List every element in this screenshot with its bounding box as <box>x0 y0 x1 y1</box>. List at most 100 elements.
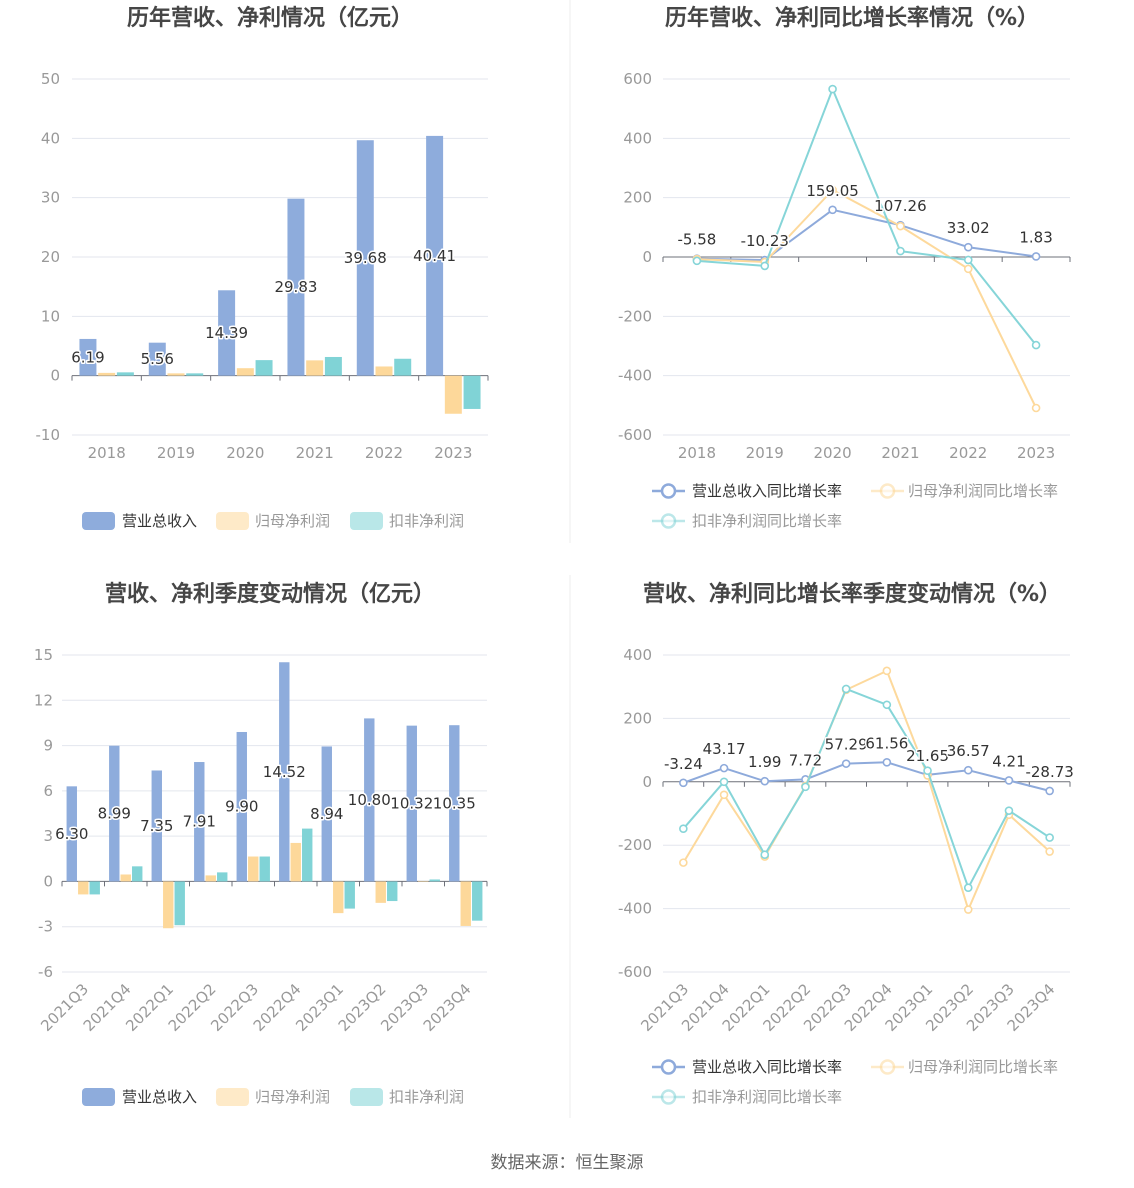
x-tick-label: 2018 <box>88 444 126 462</box>
y-tick-label: 20 <box>41 248 60 266</box>
quarterly-growth-rate-chart: 4002000-200-400-6002021Q32021Q42022Q1202… <box>618 646 1075 1106</box>
net-profit-bar <box>236 368 254 376</box>
y-tick-label: 6 <box>43 782 53 800</box>
deducted-net-profit-growth-point <box>828 84 837 94</box>
net-profit-legend-item[interactable]: 归母净利润 <box>216 512 330 530</box>
x-tick-label: 2022 <box>949 444 987 462</box>
y-tick-label: 600 <box>623 70 652 88</box>
quarterly-revenue-profit-title: 营收、净利季度变动情况（亿元） <box>105 581 435 607</box>
net-profit-bar <box>78 881 89 895</box>
deducted-net-profit-bar <box>394 358 412 376</box>
revenue-legend-swatch <box>82 512 115 530</box>
deducted-net-profit-legend-item[interactable]: 扣非净利润同比增长率 <box>652 1088 842 1106</box>
revenue-growth-line <box>683 761 1050 792</box>
revenue-value-label: 29.83 <box>274 278 317 296</box>
deducted-net-profit-legend-item[interactable]: 扣非净利润同比增长率 <box>652 512 842 530</box>
revenue-value-label: 14.52 <box>263 763 306 781</box>
revenue-legend-marker <box>660 483 677 499</box>
revenue-value-label: 9.90 <box>225 798 258 816</box>
net-profit-legend-item[interactable]: 归母净利润同比增长率 <box>871 482 1058 500</box>
net-profit-legend-item[interactable]: 归母净利润 <box>216 1088 330 1106</box>
revenue-value-label: 5.56 <box>141 350 174 368</box>
y-tick-label: 400 <box>623 129 652 147</box>
net-profit-growth-point <box>1045 847 1054 856</box>
deducted-net-profit-growth-point <box>841 684 851 694</box>
annual-growth-rate-title: 历年营收、净利同比增长率情况（%） <box>665 5 1039 31</box>
revenue-bar <box>364 718 375 882</box>
net-profit-growth-point <box>882 666 892 676</box>
revenue-value-label: 39.68 <box>344 249 387 267</box>
net-profit-bar <box>460 881 471 926</box>
revenue-bar <box>356 140 374 376</box>
deducted-net-profit-legend-label: 扣非净利润 <box>389 1088 464 1106</box>
deducted-net-profit-legend-label: 扣非净利润同比增长率 <box>692 1088 842 1106</box>
deducted-net-profit-bar <box>255 360 273 376</box>
y-tick-label: 3 <box>43 827 53 845</box>
revenue-bar <box>287 198 305 376</box>
revenue-growth-point <box>1004 776 1014 785</box>
revenue-value-label: 8.99 <box>98 805 131 823</box>
net-profit-legend-marker <box>879 483 896 499</box>
revenue-bar <box>406 725 417 882</box>
y-tick-label: -3 <box>38 918 53 936</box>
legend: 营业总收入 归母净利润 扣非净利润 <box>82 1088 464 1106</box>
net-profit-growth-point <box>963 905 973 914</box>
deducted-net-profit-growth-point <box>679 824 688 834</box>
deducted-net-profit-growth-line <box>682 687 1051 889</box>
deducted-net-profit-bar <box>387 881 398 902</box>
y-tick-label: -200 <box>618 307 652 325</box>
net-profit-bar <box>248 856 259 882</box>
revenue-bar <box>426 135 444 376</box>
net-profit-legend-item[interactable]: 归母净利润同比增长率 <box>871 1058 1058 1076</box>
revenue-value-label: 7.91 <box>183 813 216 831</box>
y-tick-label: -10 <box>36 426 61 444</box>
net-profit-bar <box>167 373 185 376</box>
net-profit-growth-point <box>963 264 973 274</box>
revenue-legend-item[interactable]: 营业总收入 <box>82 1088 197 1106</box>
net-profit-bar <box>418 881 429 882</box>
deducted-net-profit-growth-point <box>963 255 973 265</box>
y-tick-label: -6 <box>38 963 53 981</box>
data-source-note: 数据来源：恒生聚源 <box>491 1153 644 1173</box>
deducted-net-profit-growth-point <box>1031 340 1041 350</box>
annual-revenue-profit-chart: 50 40 30 20 10 0 -10 2018 2019 2020 2021 2022 2023 6.… <box>36 70 489 530</box>
annual-growth-rate-chart: 600 400 200 0 -200 -400 -600 2018 2019 2020 2021 20… <box>618 70 1071 530</box>
y-tick-label: 50 <box>41 70 60 88</box>
y-tick-label: -600 <box>618 426 652 444</box>
revenue-legend-item[interactable]: 营业总收入同比增长率 <box>652 1058 842 1076</box>
deducted-net-profit-growth-point <box>923 766 932 776</box>
revenue-legend-label: 营业总收入同比增长率 <box>692 1058 842 1076</box>
deducted-net-profit-bar <box>259 856 270 882</box>
deducted-net-profit-legend-item[interactable]: 扣非净利润 <box>350 512 464 530</box>
net-profit-legend-swatch <box>216 1088 249 1106</box>
x-tick-label: 2021 <box>296 444 334 462</box>
revenue-growth-line <box>696 208 1037 261</box>
revenue-bar <box>109 745 120 882</box>
revenue-growth-point <box>1031 252 1041 261</box>
deducted-net-profit-bar <box>89 881 100 895</box>
revenue-growth-point <box>679 778 688 788</box>
y-tick-label: -200 <box>618 836 652 854</box>
net-profit-growth-point <box>896 221 905 231</box>
deducted-net-profit-bar <box>132 866 143 882</box>
revenue-value-label: 10.32 <box>390 795 433 813</box>
revenue-growth-point <box>719 763 729 773</box>
revenue-value-label: -10.23 <box>741 232 789 250</box>
revenue-value-label: 7.35 <box>140 817 173 835</box>
x-tick-label: 2023 <box>1017 444 1055 462</box>
revenue-value-label: 4.21 <box>992 752 1025 770</box>
revenue-bar <box>449 725 460 882</box>
revenue-growth-point <box>963 242 973 252</box>
deducted-net-profit-legend-item[interactable]: 扣非净利润 <box>350 1088 464 1106</box>
revenue-value-label: 21.65 <box>906 747 949 765</box>
revenue-growth-point <box>1045 786 1054 796</box>
revenue-legend-item[interactable]: 营业总收入同比增长率 <box>652 482 842 500</box>
net-profit-bar <box>375 366 393 376</box>
net-profit-bar <box>306 360 324 376</box>
revenue-legend-item[interactable]: 营业总收入 <box>82 512 197 530</box>
deducted-net-profit-growth-point <box>1004 806 1014 815</box>
deducted-net-profit-legend-swatch <box>350 512 383 530</box>
revenue-growth-point <box>882 757 892 767</box>
